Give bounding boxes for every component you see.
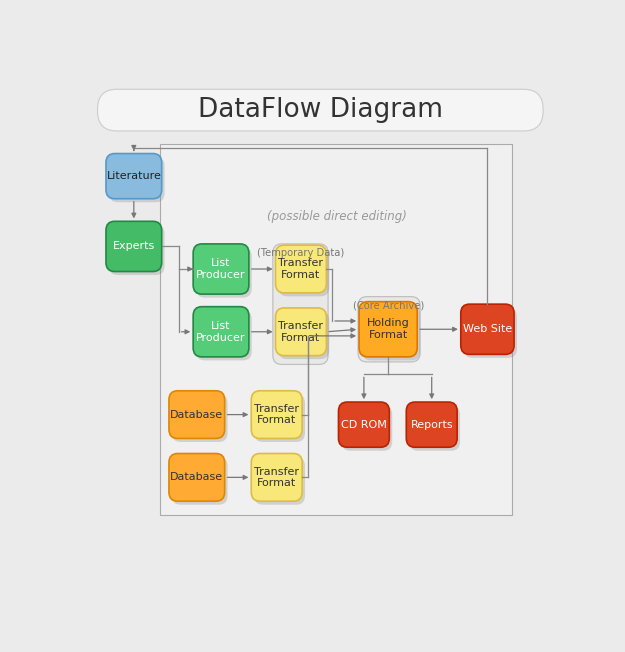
- Text: Transfer
Format: Transfer Format: [254, 404, 299, 425]
- FancyBboxPatch shape: [169, 391, 224, 438]
- FancyBboxPatch shape: [106, 154, 162, 199]
- FancyBboxPatch shape: [339, 402, 389, 447]
- FancyBboxPatch shape: [196, 310, 252, 361]
- Text: Database: Database: [170, 409, 223, 420]
- FancyBboxPatch shape: [276, 245, 326, 293]
- Text: CD ROM: CD ROM: [341, 420, 387, 430]
- Text: Experts: Experts: [112, 241, 155, 252]
- FancyBboxPatch shape: [98, 89, 543, 131]
- Text: Transfer
Format: Transfer Format: [279, 321, 324, 342]
- FancyBboxPatch shape: [193, 244, 249, 294]
- FancyBboxPatch shape: [358, 297, 420, 362]
- FancyBboxPatch shape: [406, 402, 457, 447]
- FancyBboxPatch shape: [251, 454, 302, 501]
- FancyBboxPatch shape: [273, 244, 328, 364]
- Text: Database: Database: [170, 472, 223, 482]
- Text: (Temporary Data): (Temporary Data): [257, 248, 344, 258]
- FancyBboxPatch shape: [106, 221, 162, 271]
- FancyBboxPatch shape: [341, 406, 392, 451]
- FancyBboxPatch shape: [109, 225, 164, 275]
- Text: Reports: Reports: [411, 420, 453, 430]
- Text: (Core Archive): (Core Archive): [354, 301, 425, 310]
- FancyBboxPatch shape: [193, 306, 249, 357]
- Text: List
Producer: List Producer: [196, 321, 246, 342]
- FancyBboxPatch shape: [276, 308, 326, 355]
- FancyBboxPatch shape: [461, 304, 514, 355]
- FancyBboxPatch shape: [278, 312, 329, 359]
- FancyBboxPatch shape: [172, 394, 227, 442]
- FancyBboxPatch shape: [109, 157, 164, 202]
- Polygon shape: [159, 143, 512, 515]
- FancyBboxPatch shape: [251, 391, 302, 438]
- Text: List
Producer: List Producer: [196, 258, 246, 280]
- FancyBboxPatch shape: [172, 457, 227, 505]
- Text: Transfer
Format: Transfer Format: [279, 258, 324, 280]
- Text: DataFlow Diagram: DataFlow Diagram: [198, 97, 442, 123]
- FancyBboxPatch shape: [169, 454, 224, 501]
- FancyBboxPatch shape: [464, 308, 517, 358]
- Text: Literature: Literature: [106, 171, 161, 181]
- FancyBboxPatch shape: [254, 394, 305, 442]
- FancyBboxPatch shape: [254, 457, 305, 505]
- Text: Holding
Format: Holding Format: [367, 318, 409, 340]
- FancyBboxPatch shape: [278, 248, 329, 297]
- Text: Web Site: Web Site: [462, 324, 512, 334]
- FancyBboxPatch shape: [196, 247, 252, 297]
- FancyBboxPatch shape: [409, 406, 460, 451]
- Text: Transfer
Format: Transfer Format: [254, 467, 299, 488]
- FancyBboxPatch shape: [359, 302, 418, 357]
- FancyBboxPatch shape: [362, 305, 420, 361]
- Text: (possible direct editing): (possible direct editing): [268, 210, 408, 223]
